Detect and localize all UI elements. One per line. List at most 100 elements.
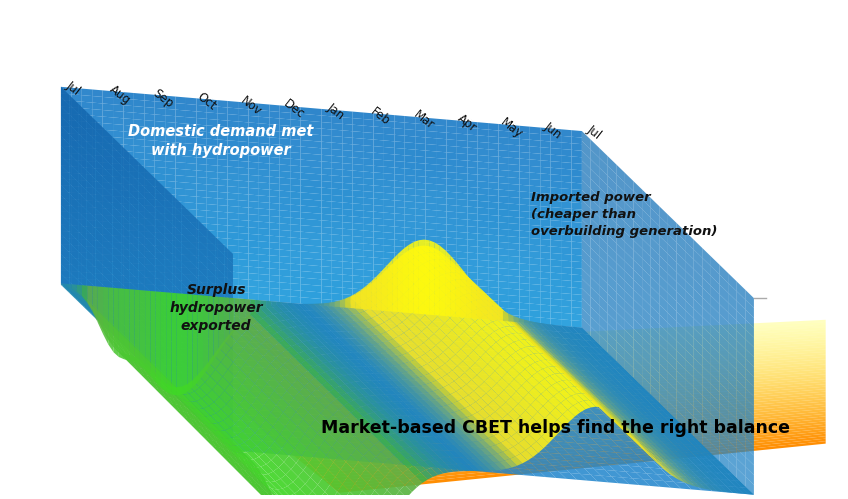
Polygon shape xyxy=(446,179,457,186)
Polygon shape xyxy=(619,465,636,473)
Polygon shape xyxy=(259,261,270,268)
Polygon shape xyxy=(644,415,656,423)
Polygon shape xyxy=(416,123,426,131)
Polygon shape xyxy=(641,446,654,457)
Polygon shape xyxy=(213,433,225,452)
Polygon shape xyxy=(351,323,363,331)
Polygon shape xyxy=(175,385,192,392)
Polygon shape xyxy=(642,209,650,228)
Polygon shape xyxy=(76,291,89,302)
Polygon shape xyxy=(522,408,539,416)
Polygon shape xyxy=(543,428,560,436)
Polygon shape xyxy=(539,416,556,423)
Polygon shape xyxy=(567,374,580,383)
Polygon shape xyxy=(78,290,86,308)
Polygon shape xyxy=(507,318,520,330)
Polygon shape xyxy=(355,394,372,401)
Polygon shape xyxy=(225,384,237,398)
Polygon shape xyxy=(404,214,416,222)
Polygon shape xyxy=(453,298,466,308)
Polygon shape xyxy=(418,363,435,370)
Polygon shape xyxy=(502,414,515,426)
Polygon shape xyxy=(652,410,665,417)
Polygon shape xyxy=(577,443,594,451)
Polygon shape xyxy=(311,128,321,135)
Polygon shape xyxy=(407,453,424,461)
Polygon shape xyxy=(366,281,371,310)
Polygon shape xyxy=(624,400,636,408)
Polygon shape xyxy=(590,394,602,407)
Polygon shape xyxy=(81,180,92,188)
Polygon shape xyxy=(671,433,689,441)
Polygon shape xyxy=(471,283,484,296)
Polygon shape xyxy=(604,348,611,355)
Polygon shape xyxy=(590,372,602,380)
Polygon shape xyxy=(530,341,543,352)
Polygon shape xyxy=(165,174,176,182)
Polygon shape xyxy=(227,206,238,213)
Polygon shape xyxy=(485,313,498,322)
Polygon shape xyxy=(551,360,564,369)
Polygon shape xyxy=(590,316,599,334)
Polygon shape xyxy=(300,219,311,226)
Polygon shape xyxy=(489,302,501,313)
Polygon shape xyxy=(150,365,163,375)
Polygon shape xyxy=(477,319,495,326)
Polygon shape xyxy=(466,338,478,350)
Polygon shape xyxy=(130,332,148,339)
Polygon shape xyxy=(561,344,578,352)
Polygon shape xyxy=(207,256,217,264)
Polygon shape xyxy=(577,425,594,433)
Polygon shape xyxy=(198,407,207,426)
Polygon shape xyxy=(92,149,103,156)
Polygon shape xyxy=(640,412,657,420)
Polygon shape xyxy=(341,367,354,375)
Polygon shape xyxy=(530,303,540,311)
Polygon shape xyxy=(572,394,583,403)
Polygon shape xyxy=(255,488,267,498)
Polygon shape xyxy=(95,287,104,305)
Polygon shape xyxy=(248,241,259,248)
Polygon shape xyxy=(332,129,343,137)
Polygon shape xyxy=(505,382,522,390)
Polygon shape xyxy=(353,131,363,139)
Polygon shape xyxy=(572,196,582,203)
Polygon shape xyxy=(197,275,207,283)
Polygon shape xyxy=(204,430,215,447)
Polygon shape xyxy=(279,312,291,320)
Polygon shape xyxy=(190,369,198,388)
Polygon shape xyxy=(468,391,481,402)
Polygon shape xyxy=(293,425,310,433)
Polygon shape xyxy=(176,188,186,196)
Polygon shape xyxy=(588,408,605,415)
Polygon shape xyxy=(539,397,557,405)
Polygon shape xyxy=(331,380,349,387)
Polygon shape xyxy=(259,176,270,183)
Polygon shape xyxy=(657,420,675,427)
Polygon shape xyxy=(659,417,672,424)
Polygon shape xyxy=(625,242,633,260)
Polygon shape xyxy=(407,272,419,284)
Polygon shape xyxy=(480,441,497,449)
Polygon shape xyxy=(147,268,155,287)
Polygon shape xyxy=(181,253,190,271)
Polygon shape xyxy=(530,186,540,193)
Polygon shape xyxy=(81,200,92,208)
Polygon shape xyxy=(416,274,426,281)
Polygon shape xyxy=(408,248,421,257)
Polygon shape xyxy=(186,124,197,131)
Polygon shape xyxy=(236,452,248,460)
Polygon shape xyxy=(301,416,826,465)
Polygon shape xyxy=(248,227,259,235)
Polygon shape xyxy=(449,457,466,464)
Polygon shape xyxy=(215,362,228,377)
Polygon shape xyxy=(166,384,179,393)
Polygon shape xyxy=(466,301,478,311)
Polygon shape xyxy=(496,338,509,349)
Polygon shape xyxy=(418,415,430,422)
Polygon shape xyxy=(477,286,488,293)
Polygon shape xyxy=(104,247,113,265)
Polygon shape xyxy=(606,408,618,421)
Polygon shape xyxy=(446,309,457,317)
Polygon shape xyxy=(61,106,71,114)
